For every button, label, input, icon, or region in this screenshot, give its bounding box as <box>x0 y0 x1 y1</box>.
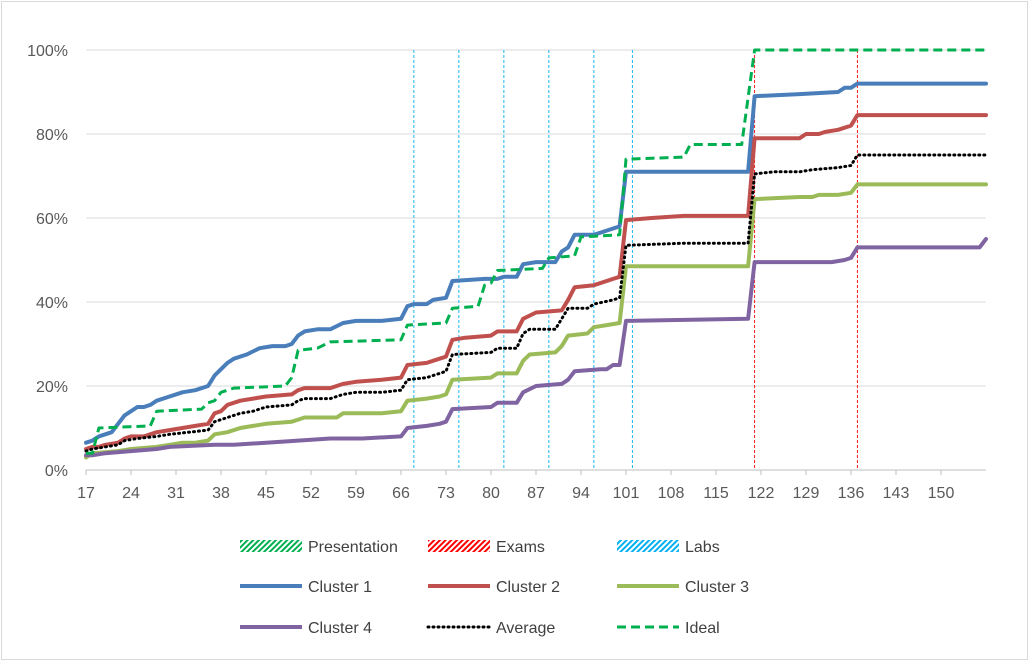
legend-item-presentation: Presentation <box>240 539 398 556</box>
legend-item-ideal: Ideal <box>617 620 720 637</box>
x-tick-label: 87 <box>527 485 545 502</box>
y-tick-label: 0% <box>45 463 68 480</box>
x-tick-label: 129 <box>793 485 820 502</box>
legend-item-labs: Labs <box>617 539 720 556</box>
series-cluster-2 <box>84 113 988 451</box>
x-tick-label: 108 <box>658 485 685 502</box>
legend-item-cluster-4: Cluster 4 <box>240 620 372 637</box>
x-tick-label: 45 <box>257 485 275 502</box>
x-tick-label: 136 <box>838 485 865 502</box>
y-tick-label: 100% <box>27 43 68 60</box>
legend-label: Cluster 3 <box>685 579 749 596</box>
legend-label: Cluster 2 <box>496 579 560 596</box>
legend-swatch <box>240 540 302 552</box>
legend-label: Exams <box>496 539 545 556</box>
series-cluster-4 <box>84 237 988 458</box>
event-markers <box>413 50 858 470</box>
x-tick-label: 101 <box>613 485 640 502</box>
y-tick-label: 40% <box>36 295 68 312</box>
y-tick-label: 60% <box>36 211 68 228</box>
y-tick-label: 20% <box>36 379 68 396</box>
legend-item-cluster-3: Cluster 3 <box>617 579 749 596</box>
x-tick-label: 122 <box>748 485 775 502</box>
legend-item-cluster-1: Cluster 1 <box>240 579 372 596</box>
x-tick-label: 73 <box>437 485 455 502</box>
legend-label: Ideal <box>685 620 720 637</box>
x-tick-label: 38 <box>212 485 230 502</box>
legend-label: Cluster 1 <box>308 579 372 596</box>
series-average <box>84 153 988 453</box>
legend-swatch <box>428 540 490 552</box>
series-lines <box>84 48 988 460</box>
legend-item-average: Average <box>426 620 555 637</box>
series-cluster-1 <box>84 81 988 445</box>
x-tick-label: 94 <box>572 485 590 502</box>
axes: 0% 20% 40% 60% 80% 100% 17 24 31 38 45 52 59 66 73 80 87… <box>27 43 986 502</box>
x-tick-label: 80 <box>482 485 500 502</box>
x-tick-label: 150 <box>928 485 955 502</box>
legend-label: Cluster 4 <box>308 620 372 637</box>
x-tick-label: 66 <box>392 485 410 502</box>
x-tick-label: 59 <box>347 485 365 502</box>
series-cluster-3 <box>84 182 988 460</box>
x-tick-label: 52 <box>302 485 320 502</box>
legend-item-cluster-2: Cluster 2 <box>428 579 560 596</box>
legend-item-exams: Exams <box>428 539 545 556</box>
x-tick-label: 143 <box>883 485 910 502</box>
series-ideal <box>86 48 986 455</box>
legend-label: Presentation <box>308 539 398 556</box>
legend: Presentation Exams Labs Cluster 1 Cluster 2 C… <box>240 539 749 637</box>
x-tick-label: 115 <box>703 485 729 502</box>
legend-swatch <box>617 540 679 552</box>
legend-label: Labs <box>685 539 720 556</box>
x-tick-label: 24 <box>122 485 140 502</box>
legend-label: Average <box>496 620 555 637</box>
gridlines <box>86 49 986 387</box>
y-tick-label: 80% <box>36 127 68 144</box>
x-tick-label: 31 <box>167 485 185 502</box>
x-tick-label: 17 <box>77 485 95 502</box>
